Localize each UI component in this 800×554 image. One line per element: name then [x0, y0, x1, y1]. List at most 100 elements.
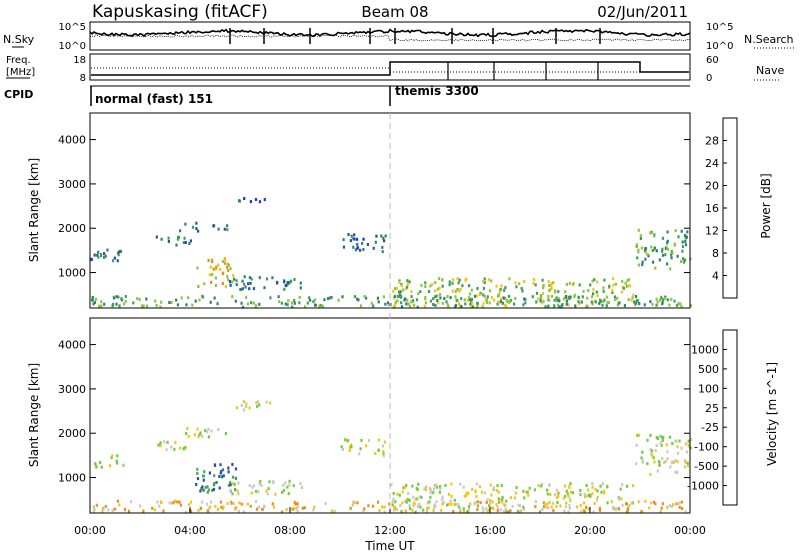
- scatter-cell: [232, 274, 235, 278]
- scatter-cell: [550, 282, 553, 286]
- scatter-cell: [234, 476, 237, 480]
- scatter-cell: [621, 483, 624, 487]
- scatter-cell: [407, 302, 410, 306]
- scatter-cell: [420, 283, 423, 287]
- scatter-cell: [92, 298, 95, 302]
- scatter-cell: [654, 502, 657, 506]
- scatter-cell: [393, 508, 396, 512]
- scatter-cell: [254, 489, 258, 493]
- scatter-cell: [611, 291, 614, 295]
- scatter-cell: [639, 234, 642, 238]
- scatter-cell: [242, 400, 245, 404]
- scatter-cell: [356, 246, 359, 250]
- scatter-cell: [404, 297, 407, 301]
- scatter-cell: [254, 500, 258, 504]
- scatter-cell: [468, 298, 471, 302]
- scatter-cell: [448, 283, 451, 287]
- scatter-cell: [624, 281, 627, 285]
- scatter-cell: [581, 295, 584, 299]
- scatter-cell: [635, 443, 638, 447]
- scatter-cell: [482, 509, 485, 513]
- scatter-cell: [197, 285, 200, 289]
- scatter-cell: [292, 507, 295, 511]
- scatter-cell: [394, 287, 397, 291]
- scatter-cell: [498, 301, 501, 304]
- scatter-cell: [681, 249, 684, 253]
- scatter-cell: [513, 496, 516, 500]
- scatter-cell: [208, 471, 211, 475]
- scatter-cell: [354, 248, 357, 252]
- colorbar-tick-label: 500: [698, 363, 719, 376]
- scatter-cell: [146, 304, 149, 308]
- scatter-cell: [684, 461, 687, 465]
- scatter-cell: [490, 493, 493, 497]
- scatter-cell: [298, 296, 301, 299]
- scatter-cell: [104, 504, 107, 508]
- scatter-cell: [301, 506, 304, 510]
- scatter-cell: [243, 282, 246, 286]
- scatter-cell: [547, 506, 550, 510]
- scatter-cell: [468, 296, 471, 300]
- scatter-cell: [201, 294, 204, 298]
- scatter-cell: [593, 278, 596, 282]
- scatter-cell: [663, 461, 666, 465]
- scatter-cell: [392, 491, 395, 495]
- nave-trace: [91, 67, 689, 73]
- scatter-cell: [616, 296, 619, 300]
- scatter-cell: [596, 294, 599, 298]
- scatter-cell: [643, 249, 647, 252]
- scatter-cell: [654, 266, 657, 270]
- scatter-cell: [234, 488, 237, 492]
- scatter-cell: [614, 282, 617, 286]
- scatter-cell: [222, 474, 225, 478]
- power-colorbar-label: Power [dB]: [759, 173, 773, 238]
- scatter-cell: [410, 290, 413, 294]
- scatter-cell: [229, 267, 232, 271]
- scatter-cell: [535, 300, 538, 304]
- scatter-cell: [396, 294, 400, 298]
- scatter-cell: [490, 296, 493, 299]
- scatter-cell: [142, 509, 145, 513]
- colorbar-tick-label: 1000: [691, 343, 719, 356]
- scatter-cell: [674, 458, 677, 462]
- scatter-cell: [397, 290, 401, 294]
- scatter-cell: [626, 507, 630, 511]
- site-title: Kapuskasing (fitACF): [92, 2, 268, 22]
- scatter-cell: [662, 436, 665, 439]
- scatter-cell: [189, 239, 192, 243]
- scatter-cell: [618, 301, 621, 305]
- scatter-cell: [596, 280, 599, 284]
- scatter-cell: [587, 493, 591, 497]
- scatter-cell: [521, 289, 524, 293]
- scatter-cell: [318, 304, 321, 308]
- scatter-cell: [100, 254, 103, 258]
- scatter-cell: [234, 299, 237, 303]
- scatter-cell: [206, 430, 209, 434]
- scatter-cell: [246, 502, 249, 506]
- scatter-cell: [681, 240, 684, 244]
- colorbar-tick-label: 100: [698, 382, 719, 395]
- scatter-cell: [383, 510, 386, 514]
- scatter-cell: [567, 510, 570, 514]
- scatter-cell: [577, 296, 580, 300]
- scatter-cell: [611, 505, 614, 509]
- scatter-cell: [113, 296, 116, 300]
- scatter-cell: [248, 484, 251, 487]
- scatter-cell: [463, 298, 466, 302]
- scatter-cell: [491, 500, 494, 504]
- scatter-cell: [115, 295, 118, 299]
- scatter-cell: [282, 488, 285, 492]
- scatter-cell: [196, 266, 199, 270]
- scatter-cell: [103, 302, 106, 306]
- scatter-cell: [476, 508, 479, 512]
- scatter-cell: [211, 258, 214, 262]
- scatter-cell: [306, 301, 309, 305]
- scatter-cell: [194, 299, 197, 303]
- scatter-cell: [204, 485, 207, 489]
- scatter-cell: [268, 480, 271, 484]
- scatter-cell: [221, 271, 224, 275]
- scatter-cell: [637, 248, 640, 252]
- scatter-cell: [619, 487, 622, 491]
- scatter-cell: [103, 255, 106, 259]
- scatter-cell: [676, 303, 679, 307]
